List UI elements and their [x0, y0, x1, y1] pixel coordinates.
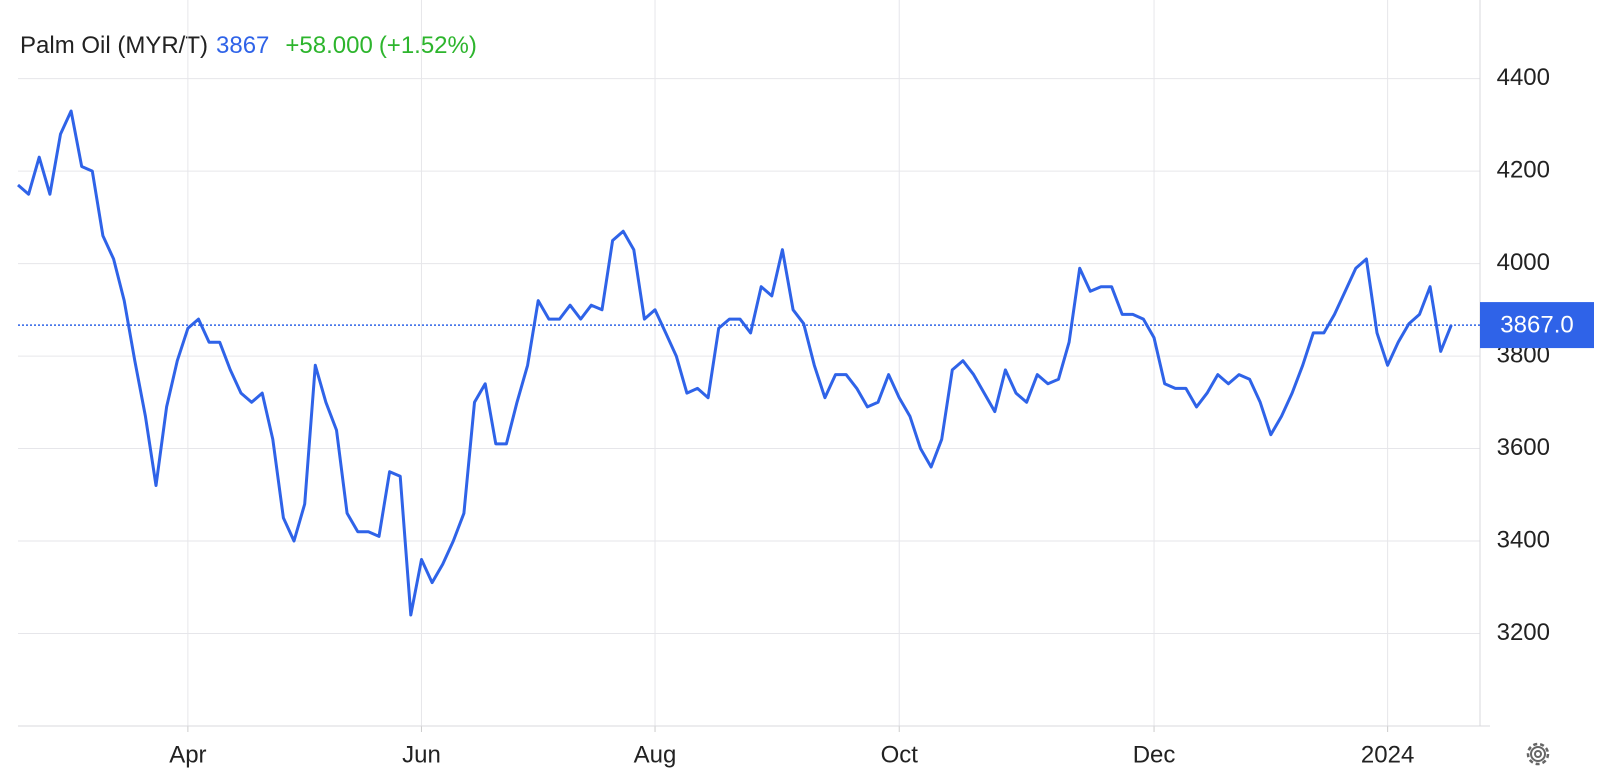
settings-icon[interactable] — [1526, 742, 1550, 766]
chart-title: Palm Oil (MYR/T) 3867 +58.000 (+1.52%) — [20, 32, 477, 59]
y-tick-label: 4000 — [1497, 249, 1550, 276]
x-tick-label: Aug — [634, 741, 677, 768]
y-tick-label: 3400 — [1497, 526, 1550, 553]
y-tick-label: 4400 — [1497, 64, 1550, 91]
y-tick-label: 4200 — [1497, 156, 1550, 183]
price-line — [17, 109, 1453, 617]
x-tick-label: Oct — [881, 741, 919, 768]
y-tick-label: 3600 — [1497, 434, 1550, 461]
x-tick-label: 2024 — [1361, 741, 1414, 768]
price-marker-box — [1480, 302, 1594, 349]
x-tick-label: Dec — [1133, 741, 1176, 768]
change: +58.000 — [285, 32, 372, 59]
title: Palm Oil (MYR/T) — [20, 32, 208, 59]
gear-body — [1530, 746, 1546, 762]
change-pct: (+1.52%) — [379, 32, 477, 59]
y-tick-label: 3200 — [1497, 619, 1550, 646]
x-tick-label: Jun — [402, 741, 441, 768]
x-tick-label: Apr — [169, 741, 206, 768]
price-marker-label: 3867.0 — [1500, 311, 1573, 338]
price: 3867 — [216, 32, 269, 59]
grid — [18, 0, 1480, 726]
gear-hole — [1534, 750, 1542, 758]
gear-teeth — [1526, 742, 1550, 766]
